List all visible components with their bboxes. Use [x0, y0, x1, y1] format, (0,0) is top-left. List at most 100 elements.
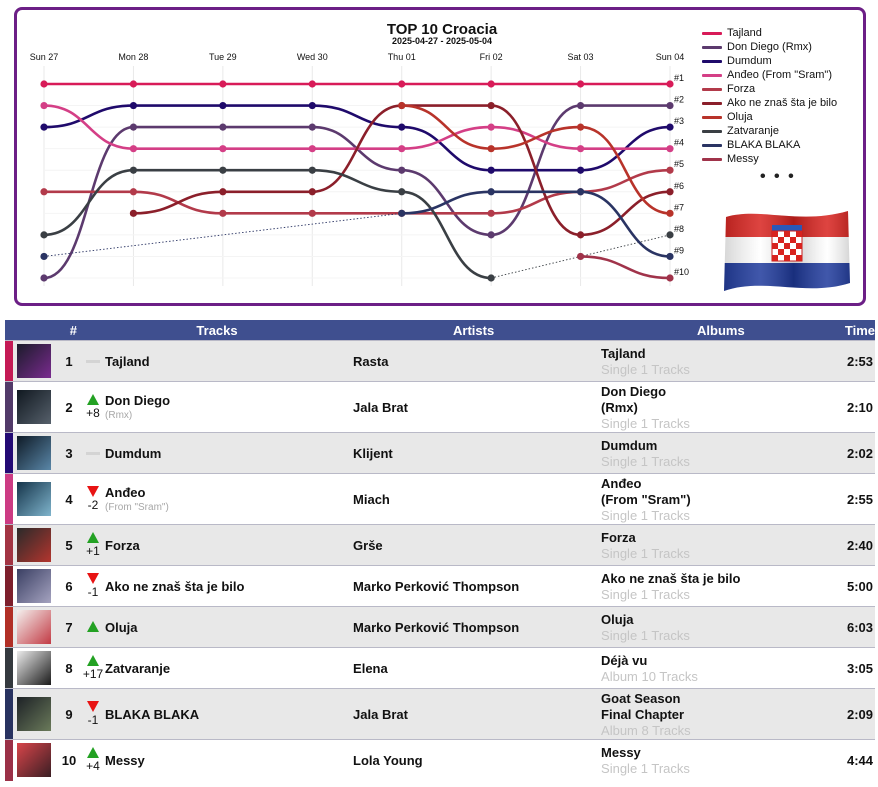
- album-cover-image[interactable]: [17, 610, 51, 644]
- track-title[interactable]: Don Diego: [105, 393, 171, 408]
- row-color-bar: [5, 606, 13, 648]
- arrow-up-icon: [87, 532, 100, 543]
- album-title[interactable]: Goat Season: [601, 690, 681, 706]
- series-point: [576, 101, 585, 110]
- rank-change: +4: [81, 739, 106, 781]
- series-line: [132, 190, 225, 215]
- track-cell[interactable]: Forza: [105, 524, 354, 566]
- album-title[interactable]: (From "Sram"): [601, 491, 691, 507]
- series-point: [40, 123, 48, 131]
- track-cell[interactable]: Anđeo (From "Sram"): [105, 473, 354, 525]
- row-color-bar: [5, 381, 13, 433]
- track-title[interactable]: BLAKA BLAKA: [105, 706, 200, 722]
- table-row[interactable]: 9 -1 BLAKA BLAKA Jala Brat Goat Season Final …: [5, 688, 876, 740]
- album-cell[interactable]: Anđeo (From "Sram") Single 1 Tracks: [601, 473, 822, 525]
- artist-name[interactable]: Rasta: [353, 340, 602, 382]
- track-cell[interactable]: Dumdum: [105, 432, 354, 474]
- track-cell[interactable]: Oluja: [105, 606, 354, 648]
- album-title[interactable]: Messy: [601, 744, 641, 760]
- album-cell[interactable]: Tajland Single 1 Tracks: [601, 340, 822, 382]
- artist-name[interactable]: Elena: [353, 647, 602, 689]
- table-row[interactable]: 6 -1 Ako ne znaš šta je bilo Marko Perković…: [5, 565, 876, 607]
- legend-item: Anđeo (From "Sram"): [702, 68, 837, 82]
- track-title[interactable]: Dumdum: [105, 445, 162, 461]
- album-cell[interactable]: Déjà vu Album 10 Tracks: [601, 647, 822, 689]
- album-title[interactable]: Dumdum: [601, 437, 658, 453]
- table-row[interactable]: 3 Dumdum Klijent Dumdum Single 1 Tracks 2:02: [5, 432, 876, 474]
- rank-number: 1: [57, 340, 82, 382]
- album-cell[interactable]: Oluja Single 1 Tracks: [601, 606, 822, 648]
- album-cell[interactable]: Dumdum Single 1 Tracks: [601, 432, 822, 474]
- album-cover-image[interactable]: [17, 697, 51, 731]
- y-tick-label: #10: [674, 267, 689, 277]
- track-cell[interactable]: Don Diego (Rmx): [105, 381, 354, 433]
- album-cover-image[interactable]: [17, 528, 51, 562]
- album-title[interactable]: (Rmx): [601, 399, 638, 415]
- track-title[interactable]: Messy: [105, 752, 145, 768]
- artist-name[interactable]: Marko Perković Thompson: [353, 565, 602, 607]
- track-cell[interactable]: Zatvaranje: [105, 647, 354, 689]
- rank-number: 4: [57, 473, 82, 525]
- track-cell[interactable]: Messy: [105, 739, 354, 781]
- album-cell[interactable]: Don Diego (Rmx) Single 1 Tracks: [601, 381, 822, 433]
- track-cell[interactable]: BLAKA BLAKA: [105, 688, 354, 740]
- artist-name[interactable]: Jala Brat: [353, 688, 602, 740]
- album-cover-image[interactable]: [17, 743, 51, 778]
- x-tick-label: Thu 01: [388, 52, 416, 62]
- artist-name[interactable]: Lola Young: [353, 739, 602, 781]
- album-cover-image[interactable]: [17, 390, 51, 424]
- track-cell[interactable]: Tajland: [105, 340, 354, 382]
- legend-label: Forza: [727, 83, 756, 95]
- album-title[interactable]: Déjà vu: [601, 652, 648, 668]
- album-title[interactable]: Forza: [601, 529, 636, 545]
- album-cover-image[interactable]: [17, 569, 51, 603]
- no-change-icon: [86, 451, 101, 455]
- album-cover-image[interactable]: [17, 482, 51, 516]
- series-line: [42, 168, 135, 237]
- album-title[interactable]: Anđeo: [601, 475, 642, 491]
- table-row[interactable]: 2 +8 Don Diego (Rmx) Jala Brat Don Diego (Rmx)…: [5, 381, 876, 433]
- row-color-bar: [5, 565, 13, 607]
- track-cell[interactable]: Ako ne znaš šta je bilo: [105, 565, 354, 607]
- x-tick-label: Wed 30: [297, 52, 328, 62]
- table-row[interactable]: 4 -2 Anđeo (From "Sram") Miach Anđeo (From "Sr…: [5, 473, 876, 525]
- album-cover-image[interactable]: [17, 651, 51, 685]
- track-title[interactable]: Forza: [105, 537, 140, 553]
- album-cell[interactable]: Ako ne znaš šta je bilo Single 1 Tracks: [601, 565, 822, 607]
- table-row[interactable]: 5 +1 Forza Grše Forza Single 1 Tracks 2:40: [5, 524, 876, 566]
- album-title[interactable]: Final Chapter: [601, 706, 685, 722]
- track-title[interactable]: Ako ne znaš šta je bilo: [105, 578, 245, 594]
- album-title[interactable]: Oluja: [601, 611, 634, 627]
- table-row[interactable]: 1 Tajland Rasta Tajland Single 1 Tracks 2:53: [5, 340, 876, 382]
- artist-name[interactable]: Miach: [353, 473, 602, 525]
- album-title[interactable]: Ako ne znaš šta je bilo: [601, 570, 741, 586]
- table-row[interactable]: 10 +4 Messy Lola Young Messy Single 1 Tracks 4…: [5, 739, 876, 781]
- table-row[interactable]: 7 Oluja Marko Perković Thompson Oluja Single…: [5, 606, 876, 648]
- track-title[interactable]: Anđeo: [105, 485, 146, 500]
- album-title[interactable]: Tajland: [601, 345, 646, 361]
- legend-label: Zatvaranje: [727, 125, 779, 137]
- table-row[interactable]: 8 +17 Zatvaranje Elena Déjà vu Album 10 Track…: [5, 647, 876, 689]
- artist-name[interactable]: Grše: [353, 524, 602, 566]
- album-cover-image[interactable]: [17, 436, 51, 470]
- artist-name[interactable]: Klijent: [353, 432, 602, 474]
- album-cell[interactable]: Messy Single 1 Tracks: [601, 739, 822, 781]
- album-cell[interactable]: Goat Season Final Chapter Album 8 Tracks: [601, 688, 822, 740]
- track-title[interactable]: Oluja: [105, 619, 138, 635]
- rank-change: [81, 340, 106, 382]
- album-cover-image[interactable]: [17, 344, 51, 378]
- album-title[interactable]: Don Diego: [601, 383, 667, 399]
- track-title[interactable]: Tajland: [105, 353, 150, 369]
- artist-name[interactable]: Jala Brat: [353, 381, 602, 433]
- track-title[interactable]: Zatvaranje: [105, 660, 171, 676]
- table-header-row: # Tracks Artists Albums Time: [5, 320, 876, 341]
- series-point: [129, 101, 138, 110]
- series-point: [219, 166, 227, 174]
- album-cell[interactable]: Forza Single 1 Tracks: [601, 524, 822, 566]
- row-color-bar: [5, 432, 13, 474]
- cover-cell: [13, 739, 57, 781]
- series-point: [308, 209, 316, 217]
- artist-name[interactable]: Marko Perković Thompson: [353, 606, 602, 648]
- series-point: [666, 101, 674, 110]
